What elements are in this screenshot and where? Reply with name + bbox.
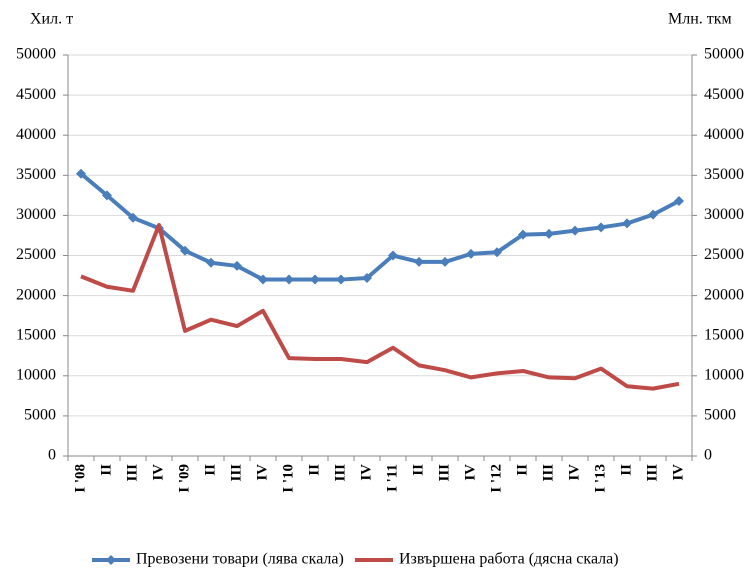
legend-label: Извършена работа (дясна скала): [399, 551, 619, 568]
point-marker: [466, 248, 476, 259]
point-marker: [180, 245, 190, 256]
y-tick-label: 10000: [16, 366, 56, 383]
y2-tick-label: 10000: [704, 366, 744, 383]
point-marker: [336, 274, 346, 285]
point-marker: [102, 190, 112, 201]
x-tick-label: I '11: [384, 464, 400, 492]
x-tick-label: II: [98, 464, 114, 476]
point-marker: [76, 168, 86, 179]
x-tick-label: II: [306, 464, 322, 476]
point-marker: [258, 274, 268, 285]
x-tick-label: III: [540, 464, 556, 482]
y2-tick-label: 25000: [704, 246, 744, 263]
point-marker: [622, 218, 632, 229]
x-tick-label: III: [436, 464, 452, 482]
y-tick-label: 50000: [16, 46, 56, 63]
x-tick-label: IV: [150, 464, 166, 481]
x-tick-label: II: [410, 464, 426, 476]
point-marker: [232, 260, 242, 271]
y-tick-label: 40000: [16, 126, 56, 143]
y-tick-label: 20000: [16, 286, 56, 303]
y-axis-label: Хил. т: [30, 11, 73, 28]
x-tick-label: III: [644, 464, 660, 482]
point-marker: [544, 228, 554, 239]
y2-tick-label: 15000: [704, 326, 744, 343]
legend-marker: [106, 555, 116, 565]
y-tick-label: 45000: [16, 86, 56, 103]
x-tick-label: I '09: [176, 464, 192, 493]
point-marker: [310, 274, 320, 285]
y2-tick-label: 50000: [704, 46, 744, 63]
point-marker: [414, 256, 424, 267]
point-marker: [596, 222, 606, 233]
y-tick-label: 35000: [16, 166, 56, 183]
point-marker: [518, 229, 528, 240]
y-tick-label: 25000: [16, 246, 56, 263]
x-tick-label: IV: [566, 464, 582, 481]
y-tick-label: 30000: [16, 206, 56, 223]
point-marker: [206, 257, 216, 268]
y-tick-label: 0: [48, 447, 56, 464]
point-marker: [492, 247, 502, 258]
y2-tick-label: 45000: [704, 86, 744, 103]
y2-tick-label: 35000: [704, 166, 744, 183]
y2-tick-label: 20000: [704, 286, 744, 303]
x-tick-label: IV: [670, 464, 686, 481]
y2-tick-label: 40000: [704, 126, 744, 143]
point-marker: [440, 256, 450, 267]
x-tick-label: I '12: [488, 464, 504, 493]
legend-label: Превозени товари (лява скала): [136, 551, 344, 568]
point-marker: [284, 274, 294, 285]
point-marker: [388, 250, 398, 261]
x-tick-label: I '10: [280, 464, 296, 493]
x-tick-label: IV: [358, 464, 374, 481]
x-tick-label: IV: [254, 464, 270, 481]
y2-tick-label: 5000: [704, 407, 736, 424]
y-tick-label: 15000: [16, 326, 56, 343]
x-tick-label: III: [228, 464, 244, 482]
series-line: [79, 172, 680, 282]
point-marker: [570, 225, 580, 236]
x-tick-label: II: [202, 464, 218, 476]
series-line: [80, 223, 680, 391]
x-tick-label: I '08: [72, 464, 88, 493]
y2-tick-label: 0: [704, 447, 712, 464]
x-tick-label: II: [618, 464, 634, 476]
point-marker: [648, 209, 658, 220]
x-tick-label: II: [514, 464, 530, 476]
y-tick-label: 5000: [24, 407, 56, 424]
x-tick-label: III: [332, 464, 348, 482]
point-marker: [362, 272, 372, 283]
y2-tick-label: 30000: [704, 206, 744, 223]
x-tick-label: IV: [462, 464, 478, 481]
point-marker: [128, 212, 138, 223]
point-marker: [674, 195, 684, 206]
x-tick-label: I '13: [592, 464, 608, 493]
y2-axis-label: Млн. ткм: [668, 11, 732, 28]
x-tick-label: III: [124, 464, 140, 482]
